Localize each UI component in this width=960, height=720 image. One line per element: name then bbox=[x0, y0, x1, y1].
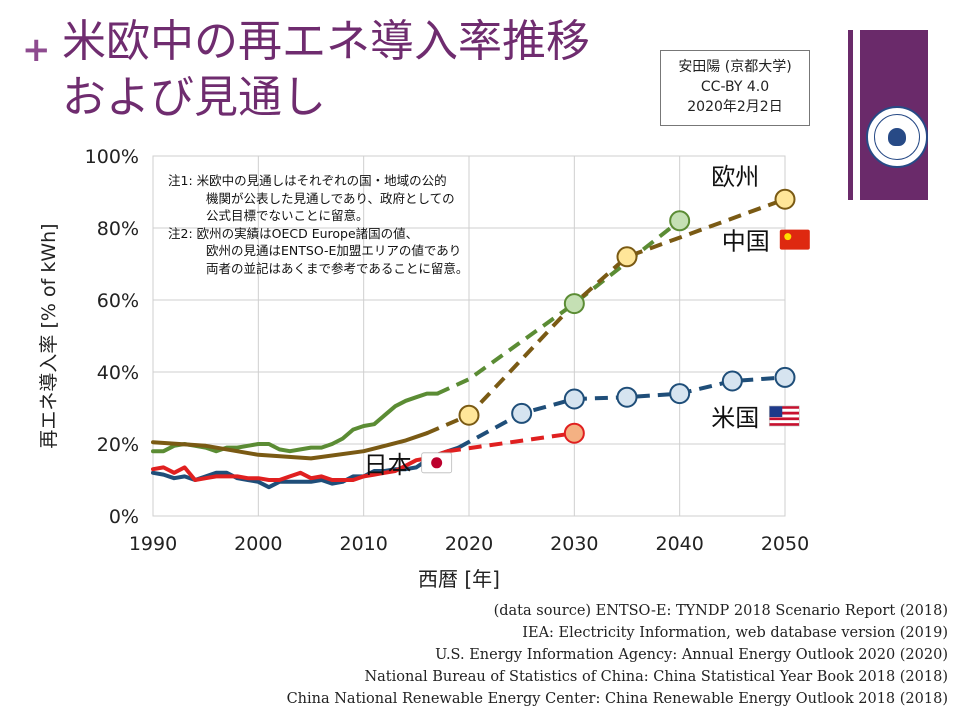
series-line-projection-japan bbox=[447, 431, 575, 454]
usa-flag-stripe bbox=[769, 423, 800, 426]
note-2-line-2: 欧州の見通はENTSO-E加盟エリアの値であり bbox=[206, 243, 462, 258]
data-sources: (data source) ENTSO-E: TYNDP 2018 Scenar… bbox=[287, 600, 948, 710]
x-tick-label: 2040 bbox=[655, 533, 703, 555]
x-axis-title: 西暦 [年] bbox=[418, 567, 500, 591]
x-tick-label: 1990 bbox=[129, 533, 177, 555]
series-label-japan: 日本 bbox=[364, 451, 412, 479]
usa-flag-stripe bbox=[769, 417, 800, 421]
china-flag-star-icon bbox=[784, 233, 792, 241]
y-axis-title: 再エネ導入率 [% of kWh] bbox=[38, 223, 60, 448]
note-1-line-1: 注1: 米欧中の見通しはそれぞれの国・地域の公的 bbox=[168, 173, 447, 188]
data-point-usa bbox=[563, 388, 585, 410]
source-line: National Bureau of Statistics of China: … bbox=[364, 669, 948, 685]
japan-flag-sun-icon bbox=[431, 457, 443, 469]
note-2-line-1: 注2: 欧州の実績はOECD Europe諸国の値、 bbox=[168, 225, 419, 241]
y-tick-label: 40% bbox=[97, 362, 139, 384]
source-line: IEA: Electricity Information, web databa… bbox=[522, 625, 948, 641]
title-line-2: および見通し bbox=[62, 72, 326, 123]
usa-flag-stripe bbox=[769, 420, 800, 424]
series-line-actual-japan bbox=[151, 449, 450, 482]
usa-flag-icon bbox=[768, 405, 800, 427]
data-point-usa bbox=[616, 386, 638, 408]
y-tick-label: 80% bbox=[97, 218, 139, 240]
series-label-usa: 米国 bbox=[711, 404, 759, 432]
data-point-europe bbox=[669, 210, 691, 232]
y-tick-label: 20% bbox=[97, 434, 139, 456]
source-line: U.S. Energy Information Agency: Annual E… bbox=[435, 647, 948, 663]
usa-flag-stripe bbox=[769, 414, 800, 418]
credit-box: 安田陽 (京都大学) CC-BY 4.0 2020年2月2日 bbox=[660, 50, 810, 126]
note-1-line-3: 公式目標でないことに留意。 bbox=[206, 208, 369, 223]
usa-flag-stripe bbox=[769, 408, 800, 412]
series-label-china: 中国 bbox=[722, 228, 770, 256]
data-point-usa bbox=[774, 366, 796, 388]
series-label-europe: 欧州 bbox=[711, 163, 759, 191]
x-tick-label: 2030 bbox=[550, 533, 598, 555]
y-tick-label: 60% bbox=[97, 290, 139, 312]
data-point-china bbox=[458, 404, 480, 426]
y-tick-label: 0% bbox=[109, 506, 139, 528]
usa-flag-border bbox=[768, 405, 800, 427]
chart: 0% 20% 40% 60% 80% 100% 1990 2000 2010 2020 2030 20… bbox=[38, 146, 810, 591]
logo-inner-ring bbox=[874, 114, 920, 160]
data-point-usa bbox=[511, 402, 533, 424]
data-point-china bbox=[774, 188, 796, 210]
china-flag-icon bbox=[779, 229, 810, 250]
y-tick-label: 100% bbox=[85, 146, 139, 168]
kyoto-university-logo bbox=[866, 106, 928, 168]
data-point-japan bbox=[563, 422, 585, 444]
source-line: China National Renewable Energy Center: … bbox=[286, 691, 948, 707]
note-2-line-3: 両者の並記はあくまで参考であることに留意。 bbox=[206, 260, 469, 276]
credit-author: 安田陽 (京都大学) bbox=[678, 59, 792, 75]
usa-flag-stripe bbox=[769, 406, 800, 409]
data-point-europe bbox=[563, 293, 585, 315]
credit-license: CC-BY 4.0 bbox=[700, 79, 770, 95]
chart-notes: 注1: 米欧中の見通しはそれぞれの国・地域の公的 機関が公表した見通しであり、政… bbox=[168, 172, 468, 277]
data-point-usa bbox=[721, 370, 743, 392]
x-tick-label: 2010 bbox=[339, 533, 387, 555]
credit-date: 2020年2月2日 bbox=[687, 99, 783, 115]
decor-bar-thin bbox=[848, 30, 853, 200]
x-tick-label: 2000 bbox=[234, 533, 282, 555]
x-tick-label: 2020 bbox=[445, 533, 493, 555]
page-title: 米欧中の再エネ導入率推移 および見通し bbox=[62, 14, 662, 126]
data-point-china bbox=[616, 246, 638, 268]
note-1-line-2: 機関が公表した見通しであり、政府としての bbox=[206, 190, 455, 206]
usa-flag-stripe bbox=[769, 411, 800, 415]
x-tick-label: 2050 bbox=[761, 533, 809, 555]
title-line-1: 米欧中の再エネ導入率推移 bbox=[62, 16, 590, 67]
source-line: (data source) ENTSO-E: TYNDP 2018 Scenar… bbox=[493, 603, 948, 619]
plus-mark: + bbox=[22, 30, 51, 70]
logo-tree-icon bbox=[888, 128, 906, 146]
series-line-actual-china bbox=[151, 431, 429, 461]
usa-flag-canton bbox=[769, 406, 783, 417]
data-point-usa bbox=[669, 383, 691, 405]
series-line-projection-europe bbox=[436, 219, 681, 396]
